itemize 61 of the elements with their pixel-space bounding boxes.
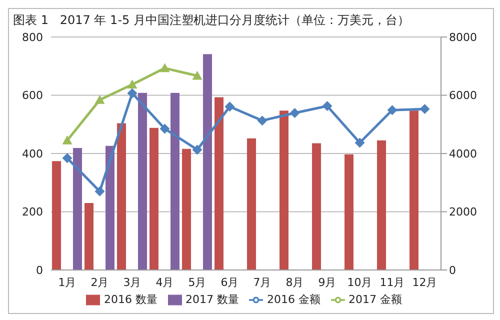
point [420, 104, 430, 114]
point [94, 94, 105, 104]
y-tick-label: 0 [36, 264, 43, 277]
y2-tick-label: 8000 [449, 30, 477, 44]
bar [247, 138, 256, 270]
bar [52, 161, 61, 270]
x-tick-label: 9月 [318, 276, 336, 289]
point [160, 63, 170, 72]
bar [106, 146, 114, 270]
bar [280, 110, 288, 270]
y-tick-label: 800 [22, 30, 43, 44]
y2-tick-label: 4000 [449, 147, 477, 160]
bar [214, 97, 224, 270]
x-tick-label: 4月 [156, 276, 174, 289]
y2-tick-label: 6000 [449, 89, 477, 102]
bar [84, 203, 94, 270]
point [322, 101, 332, 112]
legend-label: 2016 数量 [104, 293, 158, 306]
point [160, 124, 170, 134]
x-tick-label: 2月 [90, 276, 109, 289]
point [354, 138, 365, 148]
point [127, 79, 138, 88]
point [224, 102, 235, 112]
bar [344, 154, 354, 270]
bar [182, 148, 191, 270]
point [290, 108, 300, 118]
x-tick-label: 3月 [123, 276, 142, 289]
point [387, 105, 398, 116]
y2-tick-label: 0 [449, 264, 456, 277]
y-tick-label: 200 [22, 206, 43, 219]
point [127, 88, 138, 98]
bar [150, 128, 158, 270]
y-tick-label: 600 [22, 89, 43, 102]
bar [170, 92, 180, 270]
point [257, 116, 268, 126]
x-tick-label: 5月 [188, 276, 206, 289]
x-tick-label: 6月 [220, 276, 239, 289]
legend-label: 2016 金额 [267, 293, 320, 306]
x-tick-label: 7月 [253, 276, 272, 289]
point [192, 70, 202, 80]
x-tick-label: 1月 [58, 276, 76, 289]
x-tick-label: 10月 [347, 276, 372, 289]
point [94, 186, 105, 196]
bar [138, 92, 147, 270]
bar [377, 140, 386, 270]
x-tick-label: 11月 [380, 276, 405, 289]
point [62, 153, 72, 164]
legend-label: 2017 数量 [186, 293, 239, 306]
legend-label: 2017 金额 [348, 293, 402, 306]
bar [117, 123, 126, 270]
x-tick-label: 12月 [412, 276, 438, 289]
bar [410, 110, 418, 270]
point [62, 135, 72, 144]
bar [203, 54, 212, 270]
point [192, 144, 202, 155]
bar [73, 148, 82, 270]
bar [312, 143, 321, 270]
x-tick-label: 8月 [286, 276, 304, 289]
y2-tick-label: 2000 [449, 206, 477, 219]
y-tick-label: 400 [22, 147, 43, 160]
chart-title: 图表 1 2017 年 1-5 月中国注塑机进口分月度统计（单位：万美元，台） [12, 12, 410, 29]
